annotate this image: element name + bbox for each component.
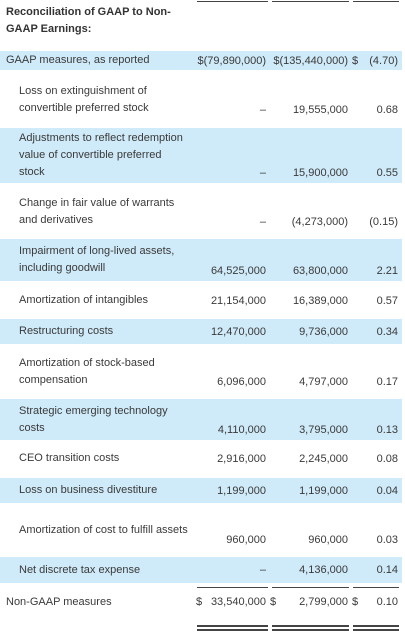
value-col2: 3,795,000	[299, 424, 348, 436]
total-double-rule-col2-b	[272, 629, 349, 631]
value: 2,799,000	[299, 596, 348, 608]
value-col2: 15,900,000	[292, 167, 348, 179]
table-title: Reconciliation of GAAP to Non-GAAP Earni…	[6, 6, 171, 35]
table-row: Amortization of cost to fulfill assets 9…	[0, 510, 402, 550]
total-double-rule-col2	[272, 625, 349, 627]
value-col1: –	[259, 104, 266, 116]
row-label: Strategic emerging technology costs	[19, 404, 168, 434]
value-col2: 4,797,000	[299, 376, 348, 388]
table-row: Impairment of long-lived assets, includi…	[0, 239, 402, 281]
table-row: Loss on business divestiture 1,199,000 1…	[0, 478, 402, 503]
subtotal-rule-col2	[272, 587, 349, 588]
table-row: Adjustments to reflect redemption value …	[0, 128, 402, 183]
row-label: Net discrete tax expense	[19, 563, 141, 576]
row-label: Loss on business divestiture	[19, 484, 158, 496]
value-col1: –	[259, 216, 266, 228]
value-col3: 0.13	[376, 424, 398, 436]
value: (4.70)	[369, 54, 398, 67]
row-label: Change in fair value of warrants and der…	[19, 197, 175, 226]
row-label: Amortization of stock-based compensation	[19, 357, 155, 386]
table-row: Change in fair value of warrants and der…	[0, 192, 402, 232]
total-double-rule-col1-b	[197, 629, 268, 631]
value-col1: 1,199,000	[217, 484, 266, 497]
value-col2: (4,273,000)	[291, 216, 348, 228]
value-col1: 2,916,000	[217, 452, 266, 465]
value: 0.10	[376, 596, 398, 608]
header-rule-col1	[197, 1, 268, 2]
value-col1: 12,470,000	[210, 325, 266, 338]
value-col2: $ 2,799,000	[270, 591, 348, 613]
subtotal-rule-col1	[197, 587, 268, 588]
table-row: Restructuring costs 12,470,000 9,736,000…	[0, 319, 402, 344]
value-col1: $(79,890,000)	[197, 54, 267, 67]
currency-symbol: $	[270, 596, 277, 608]
table-row: Non-GAAP measures $ 33,540,000 $ 2,799,0…	[0, 591, 402, 613]
value-col3: 0.55	[376, 167, 398, 179]
value-col3: 0.17	[376, 376, 398, 388]
value-col2: 960,000	[308, 534, 348, 546]
table-row: Loss on extinguishment of convertible pr…	[0, 80, 402, 120]
value-col1: $ 33,540,000	[196, 591, 266, 613]
value-col3: 0.03	[376, 534, 398, 546]
table-row: Strategic emerging technology costs 4,11…	[0, 399, 402, 440]
value-col3: 0.14	[376, 564, 398, 576]
table-row: GAAP measures, as reported $(79,890,000)…	[0, 51, 402, 70]
value-col3: $ 0.10	[352, 591, 398, 613]
subtotal-rule-col3	[353, 587, 399, 588]
total-double-rule-col3-b	[353, 629, 399, 631]
value-col3: 0.68	[376, 104, 398, 116]
row-label: Impairment of long-lived assets, includi…	[19, 245, 175, 274]
row-label: Non-GAAP measures	[6, 595, 112, 608]
table-row: CEO transition costs 2,916,000 2,245,000…	[0, 447, 402, 470]
row-label: Adjustments to reflect redemption value …	[19, 132, 183, 178]
value-col1: 4,110,000	[217, 424, 266, 436]
value-col1: –	[259, 167, 266, 179]
value-col2: 1,199,000	[299, 484, 348, 497]
row-label: Restructuring costs	[19, 325, 114, 337]
value-col2: 16,389,000	[292, 294, 348, 307]
table-row: Amortization of intangibles 21,154,000 1…	[0, 289, 402, 312]
value-col3: 0.04	[376, 484, 398, 497]
value-col1: 21,154,000	[210, 294, 266, 307]
value-col3: 0.57	[376, 294, 398, 307]
value-col2: 4,136,000	[299, 564, 348, 576]
row-label: Amortization of cost to fulfill assets	[19, 523, 188, 536]
currency-symbol: $	[196, 596, 203, 608]
value: 33,540,000	[210, 596, 266, 608]
value-col3: (0.15)	[369, 216, 398, 228]
value-col1: –	[259, 564, 266, 576]
row-label: CEO transition costs	[19, 452, 120, 464]
table-row: Net discrete tax expense – 4,136,000 0.1…	[0, 557, 402, 583]
value-col1: 64,525,000	[210, 265, 266, 277]
value-col2: 19,555,000	[292, 104, 348, 116]
row-label: Loss on extinguishment of convertible pr…	[19, 85, 149, 114]
total-double-rule-col3	[353, 625, 399, 627]
value-col1: 960,000	[226, 534, 266, 546]
currency-symbol: $	[352, 596, 359, 608]
value-col3: $ (4.70)	[352, 51, 398, 70]
value-col3: 2.21	[376, 265, 398, 277]
table-row: Amortization of stock-based compensation…	[0, 352, 402, 392]
currency-symbol: $	[352, 54, 359, 67]
value-col1: 6,096,000	[217, 376, 266, 388]
value-col2: $(135,440,000)	[273, 54, 348, 67]
total-double-rule-col1	[197, 625, 268, 627]
header-rule-col2	[272, 1, 349, 2]
row-label: Amortization of intangibles	[19, 294, 149, 306]
value-col2: 63,800,000	[292, 265, 348, 277]
value-col3: 0.34	[376, 325, 398, 338]
value-col2: 2,245,000	[299, 452, 348, 465]
value-col2: 9,736,000	[299, 325, 348, 338]
header-rule-col3	[353, 1, 399, 2]
value-col3: 0.08	[376, 452, 398, 465]
row-label: GAAP measures, as reported	[6, 54, 150, 66]
